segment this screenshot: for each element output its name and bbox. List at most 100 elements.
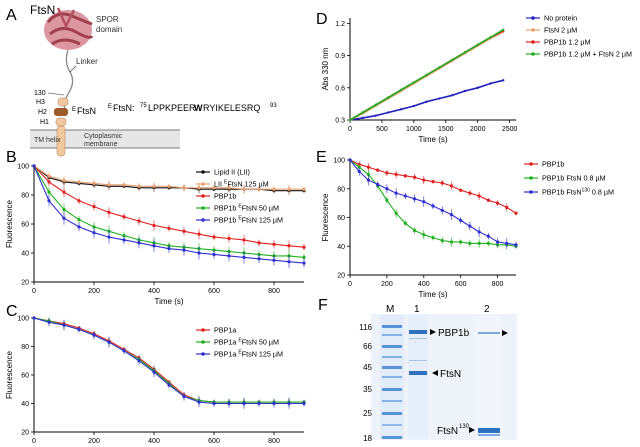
data-point <box>212 235 216 239</box>
data-point <box>287 187 291 191</box>
data-point <box>257 401 261 406</box>
lane-1 <box>408 315 428 439</box>
y-tick-label: 60 <box>21 222 29 229</box>
legend-marker <box>201 218 205 222</box>
legend-label: PBP1b <box>214 192 236 201</box>
data-point <box>376 168 380 172</box>
data-point <box>212 186 216 190</box>
x-axis-label: Time (s) <box>418 135 447 144</box>
y-tick-label: 100 <box>17 316 29 323</box>
data-point <box>450 58 454 62</box>
data-point <box>385 187 389 191</box>
data-point <box>197 251 201 255</box>
data-point <box>514 243 518 247</box>
legend-label: PBP1a <box>214 326 236 335</box>
y-tick-label: 0.3 <box>335 118 345 125</box>
data-point <box>272 258 276 262</box>
marker-116: 116 <box>359 323 372 332</box>
residue-130-label: 130 <box>34 90 46 97</box>
x-tick-label: 2500 <box>502 126 518 133</box>
x-tick-label: 0 <box>32 438 36 445</box>
data-point <box>348 158 352 162</box>
data-point <box>47 320 51 324</box>
legend-marker <box>201 170 205 174</box>
data-point <box>489 36 492 39</box>
legend-entry-3: PBP1b <box>196 192 236 201</box>
data-point <box>152 223 156 228</box>
y-tick-label: 0.9 <box>335 53 345 60</box>
x-tick-label: 800 <box>268 438 280 445</box>
data-point <box>422 233 426 237</box>
y-tick-label: 20 <box>337 273 345 280</box>
data-point <box>227 236 231 241</box>
data-point <box>287 401 291 406</box>
y-axis-label: Fluorescence <box>5 199 14 248</box>
panel-f-gel: M 1 2 116 66 45 35 25 18 <box>359 304 517 443</box>
legend-entry-1: Lipid II (LII) <box>196 168 250 177</box>
data-point <box>167 226 171 230</box>
x-tick-label: 800 <box>492 281 504 288</box>
data-point <box>486 234 490 238</box>
x-tick-label: 400 <box>418 281 430 288</box>
data-point <box>357 165 361 169</box>
data-point <box>394 172 398 176</box>
data-point <box>438 97 441 100</box>
data-point <box>32 164 36 168</box>
data-point <box>122 215 126 219</box>
marker-45: 45 <box>363 363 372 372</box>
y-tick-label: 80 <box>21 193 29 200</box>
data-point <box>137 241 141 245</box>
chart-e-fluorescence-ftsn130: 0 200 400 600 800 20 40 60 80 100 Time (s) Fluoresc… <box>321 158 614 300</box>
data-point <box>357 169 361 174</box>
y-axis-label: Abs 330 nm <box>321 47 330 90</box>
data-point <box>167 383 171 387</box>
data-point <box>122 238 126 242</box>
data-point <box>431 204 435 208</box>
y-tick-label: 100 <box>333 158 345 165</box>
data-point <box>468 241 472 245</box>
x-tick-label: 600 <box>208 438 220 445</box>
data-point <box>62 207 66 212</box>
data-point <box>412 104 416 108</box>
legend-label: PBP1b <box>542 160 564 169</box>
data-point <box>197 186 201 190</box>
panel-letter-b: B <box>6 149 17 166</box>
sequence-prefix-sup: E <box>108 104 112 110</box>
data-point <box>366 172 371 176</box>
data-point <box>403 194 407 198</box>
data-point <box>77 180 81 184</box>
data-point <box>422 200 426 204</box>
legend-label: PBP1b FtsN130 0.8 µM <box>542 188 614 197</box>
legend-entry-5: PBP1b EFtsN 125 µM <box>196 216 283 225</box>
data-point <box>502 28 505 32</box>
lane-2 <box>476 315 502 439</box>
data-point <box>425 100 428 103</box>
legend-entry-1: PBP1b <box>524 160 564 169</box>
data-point <box>212 401 216 406</box>
data-point <box>431 179 435 184</box>
x-tick-label: 600 <box>208 288 220 295</box>
data-point <box>449 213 454 217</box>
h3-label: H3 <box>36 99 45 106</box>
legend-label: FtsN 2 µM <box>544 26 577 35</box>
data-point <box>366 178 371 182</box>
y-axis-label: Fluorescence <box>5 350 14 399</box>
data-point <box>272 401 276 406</box>
band-label-pbp1b: PBP1b <box>438 328 470 339</box>
legend-entry-2: PBP1b FtsN 0.8 µM <box>524 174 606 183</box>
data-point <box>47 190 51 194</box>
spor-domain-structure <box>44 7 94 50</box>
y-tick-label: 80 <box>21 344 29 351</box>
sequence-part-1: LPPKPEER <box>148 103 196 113</box>
data-point <box>505 205 509 210</box>
h1-label: H1 <box>40 119 49 126</box>
data-point <box>287 244 291 248</box>
band-pbp1b-lane-2 <box>478 332 500 334</box>
x-tick-label: 0 <box>348 126 352 133</box>
ladder-bands <box>382 325 402 439</box>
data-point <box>62 216 66 220</box>
legend-marker <box>531 28 535 32</box>
data-point <box>348 118 352 122</box>
data-point <box>387 111 390 114</box>
